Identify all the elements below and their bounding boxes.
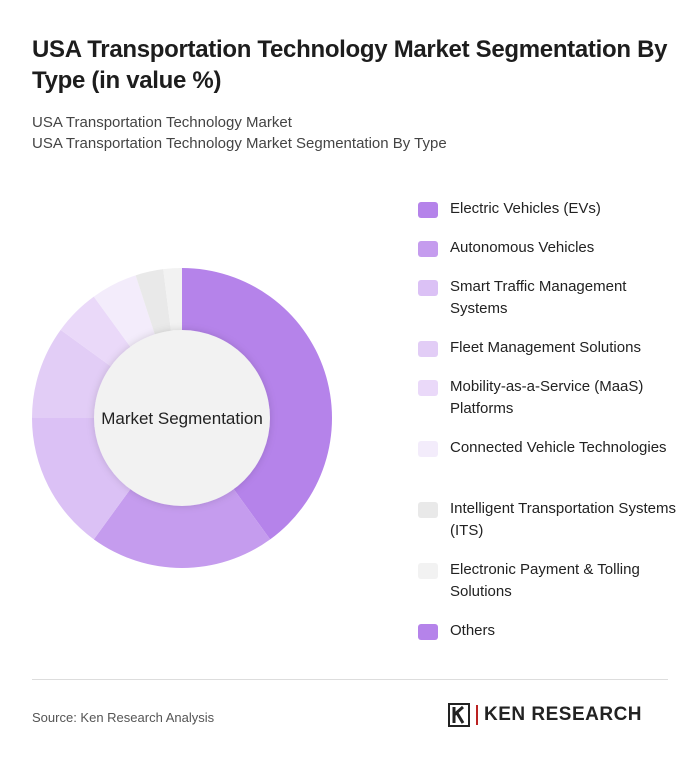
legend-swatch bbox=[418, 563, 438, 579]
chart-subtitle-2: USA Transportation Technology Market Seg… bbox=[32, 135, 447, 152]
legend-item[interactable]: Intelligent Transportation Systems (ITS) bbox=[418, 498, 680, 542]
legend-item[interactable]: Electronic Payment & Tolling Solutions bbox=[418, 559, 680, 603]
chart-title: USA Transportation Technology Market Seg… bbox=[32, 36, 668, 94]
legend-item[interactable]: Smart Traffic Management Systems bbox=[418, 276, 680, 320]
legend-swatch bbox=[418, 624, 438, 640]
legend-item[interactable]: Fleet Management Solutions bbox=[418, 337, 680, 359]
legend-swatch bbox=[418, 441, 438, 457]
legend-swatch bbox=[418, 202, 438, 218]
legend-label: Fleet Management Solutions bbox=[450, 339, 641, 356]
logo-text: KEN RESEARCH bbox=[484, 704, 643, 725]
chart-subtitle: USA Transportation Technology Market bbox=[32, 114, 292, 131]
legend-swatch bbox=[418, 502, 438, 518]
ken-research-logo: KEN RESEARCH bbox=[448, 703, 642, 727]
logo-icon bbox=[448, 703, 470, 727]
legend-item[interactable]: Others bbox=[418, 620, 680, 642]
legend-label: Mobility-as-a-Service (MaaS) Platforms bbox=[450, 378, 644, 417]
legend-label: Smart Traffic Management Systems bbox=[450, 278, 627, 317]
legend-label: Electric Vehicles (EVs) bbox=[450, 200, 601, 217]
legend-label: Others bbox=[450, 622, 496, 639]
legend-label: Autonomous Vehicles bbox=[450, 239, 595, 256]
center-label: Market Segmentation bbox=[101, 409, 263, 428]
legend-item[interactable]: Autonomous Vehicles bbox=[418, 237, 680, 259]
legend-item[interactable]: Electric Vehicles (EVs) bbox=[418, 198, 680, 220]
legend-label: Intelligent Transportation Systems (ITS) bbox=[450, 500, 676, 539]
donut-center bbox=[94, 330, 270, 506]
legend-swatch bbox=[418, 380, 438, 396]
divider bbox=[32, 679, 668, 680]
legend-swatch bbox=[418, 241, 438, 257]
legend-swatch bbox=[418, 280, 438, 296]
legend-item[interactable]: Connected Vehicle Technologies bbox=[418, 437, 680, 459]
source-note: Source: Ken Research Analysis bbox=[32, 710, 215, 725]
legend-label: Electronic Payment & Tolling Solutions bbox=[450, 561, 640, 600]
legend-label: Connected Vehicle Technologies bbox=[450, 439, 667, 456]
legend-swatch bbox=[418, 341, 438, 357]
legend-item[interactable]: Mobility-as-a-Service (MaaS) Platforms bbox=[418, 376, 680, 420]
logo-separator bbox=[476, 705, 478, 725]
